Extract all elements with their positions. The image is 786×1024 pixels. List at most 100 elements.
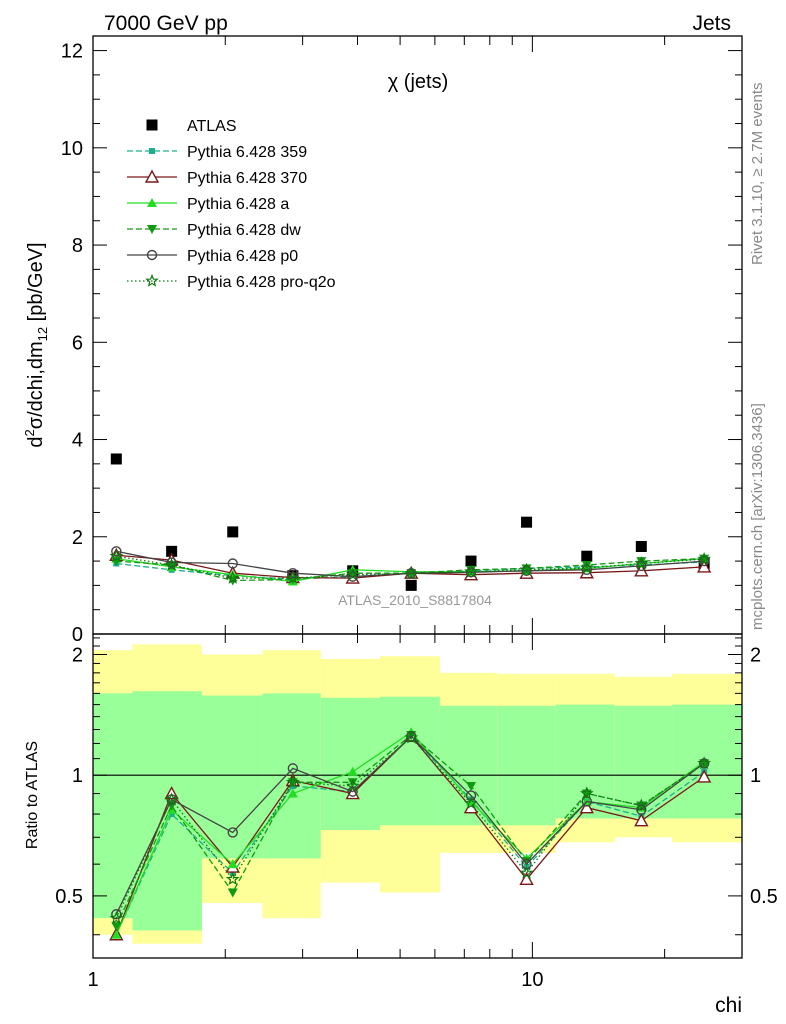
ratio-series-2-point-3 — [287, 788, 298, 798]
ratio-series-3-point-7 — [521, 857, 532, 867]
legend: ATLAS Pythia 6.428 359 Pythia 6.428 370 Pyt… — [127, 118, 336, 291]
ratio-series-5-point-4 — [345, 778, 360, 792]
ratio-series-4-point-6 — [465, 790, 477, 801]
legend-entry-0: ATLAS — [146, 118, 237, 135]
xticklabel-1: 10 — [521, 969, 543, 991]
ratio-series-3-point-4 — [347, 778, 358, 788]
top-yticklabel-0: 0 — [72, 624, 83, 646]
legend-label-1: Pythia 6.428 359 — [187, 144, 307, 161]
ratio-series-3-point-0 — [111, 922, 122, 932]
ratio-series-4-line — [115, 735, 705, 915]
ratio-series-1-point-9 — [634, 813, 649, 827]
ratio-series-5-point-0 — [109, 911, 124, 924]
legend-entry-1: Pythia 6.428 359 — [127, 144, 307, 161]
top-series-4-point-4 — [347, 569, 358, 579]
ratio-series-5-line — [115, 736, 705, 919]
top-series-6-point-3 — [286, 571, 300, 584]
top-series-0-point-5 — [405, 579, 417, 591]
top-series-0-point-6 — [465, 555, 477, 567]
green-band-4 — [320, 697, 381, 831]
ratio-yticklabel-r-0: 0.5 — [750, 886, 778, 908]
top-series-5-point-2 — [227, 558, 238, 569]
header-left: 7000 GeV pp — [104, 12, 228, 35]
ratio-series-4-point-0 — [111, 909, 122, 920]
ratio-series-0-point-1 — [168, 811, 175, 818]
top-yticklabel-4: 8 — [72, 235, 83, 257]
legend-marker-5 — [146, 249, 158, 261]
plot-title: χ (jets) — [388, 71, 449, 93]
ratio-series-5-point-5 — [404, 730, 419, 744]
legend-label-0: ATLAS — [187, 118, 237, 135]
ratio-frame — [92, 633, 743, 959]
ratio-yticklabel-r-1: 1 — [750, 765, 761, 787]
ratio-series-1-point-8 — [579, 800, 594, 814]
top-series-0-point-1 — [166, 545, 178, 557]
top-series-6-point-1 — [164, 557, 179, 571]
legend-marker-4 — [147, 225, 157, 234]
top-series-5-point-10 — [698, 555, 710, 567]
top-yticklabel-5: 10 — [61, 138, 83, 160]
green-band-0 — [93, 693, 133, 919]
top-series-6-point-5 — [404, 566, 419, 580]
green-band-1 — [132, 691, 202, 931]
top-series-6-point-4 — [345, 567, 360, 581]
plot-frames — [92, 35, 743, 959]
top-series-0-point-0 — [110, 453, 122, 465]
legend-label-2: Pythia 6.428 370 — [187, 170, 307, 187]
top-series-6-point-10 — [697, 551, 711, 565]
legend-entry-4: Pythia 6.428 dw — [127, 222, 301, 239]
top-series-5-point-4 — [347, 571, 358, 582]
legend-label-3: Pythia 6.428 a — [187, 196, 289, 213]
ratio-yticklabel-2: 2 — [72, 645, 83, 667]
top-series-5-point-8 — [581, 564, 592, 576]
xlabel: chi — [715, 994, 742, 1017]
ratio-series-5-point-8 — [580, 786, 594, 800]
top-yticklabel-2: 4 — [72, 430, 83, 452]
xticklabel-0: 1 — [87, 969, 98, 991]
top-series-6 — [109, 549, 711, 584]
ratio-series-4-point-8 — [581, 796, 592, 807]
mcplots-label: mcplots.cern.ch [arXiv:1306.3436] — [749, 403, 766, 630]
ratio-series-4-point-3 — [287, 763, 299, 774]
ratio-yticklabel-r-2: 2 — [750, 645, 761, 667]
legend-marker-0 — [146, 119, 158, 131]
legend-marker-3 — [147, 198, 157, 207]
ratio-series-3-point-2 — [227, 888, 238, 898]
top-series-5-point-7 — [521, 565, 532, 576]
ratio-series-2-point-6 — [466, 796, 477, 806]
plot-title-text: χ (jets) — [388, 71, 449, 93]
ratio-yticklabel-0: 0.5 — [55, 886, 83, 908]
ratio-series-2-point-4 — [347, 766, 358, 776]
top-series-6-point-2 — [225, 571, 240, 584]
ratio-series-5-point-2 — [225, 872, 240, 886]
header-right: Jets — [692, 12, 731, 35]
legend-marker-6 — [145, 273, 159, 287]
ratio-series-layer — [109, 727, 712, 941]
top-yticklabel-1: 2 — [72, 527, 83, 549]
top-series-5-point-9 — [636, 560, 647, 572]
analysis-watermark: ATLAS_2010_S8817804 — [338, 592, 492, 608]
ratio-series-4-point-4 — [347, 786, 358, 797]
ratio-series-5-point-1 — [164, 792, 179, 806]
ratio-series-2-point-2 — [227, 859, 238, 869]
top-ylabel: d2σ/dchi,dm12 [pb/GeV] — [22, 242, 50, 447]
top-series-0-point-2 — [227, 526, 239, 538]
legend-marker-1 — [149, 148, 155, 154]
ratio-series-5-point-6 — [464, 796, 478, 810]
top-series-layer — [109, 453, 712, 591]
top-series-6-point-6 — [464, 564, 478, 578]
top-series-6-point-0 — [109, 549, 124, 563]
top-series-2-point-10 — [696, 559, 712, 573]
rivet-label: Rivet 3.1.10, ≥ 2.7M events — [749, 83, 766, 266]
ratio-series-2-point-0 — [111, 929, 122, 939]
legend-label-4: Pythia 6.428 dw — [187, 222, 301, 239]
ratio-series-5-point-3 — [286, 775, 300, 789]
top-series-0-point-7 — [521, 516, 533, 528]
ratio-series-5-point-10 — [697, 756, 711, 770]
ratio-series-4-point-9 — [636, 804, 647, 815]
legend-entry-6: Pythia 6.428 pro-q2o — [127, 273, 336, 291]
green-band-9 — [614, 705, 673, 819]
top-yticklabel-6: 12 — [61, 41, 83, 63]
green-band-5 — [380, 696, 440, 826]
